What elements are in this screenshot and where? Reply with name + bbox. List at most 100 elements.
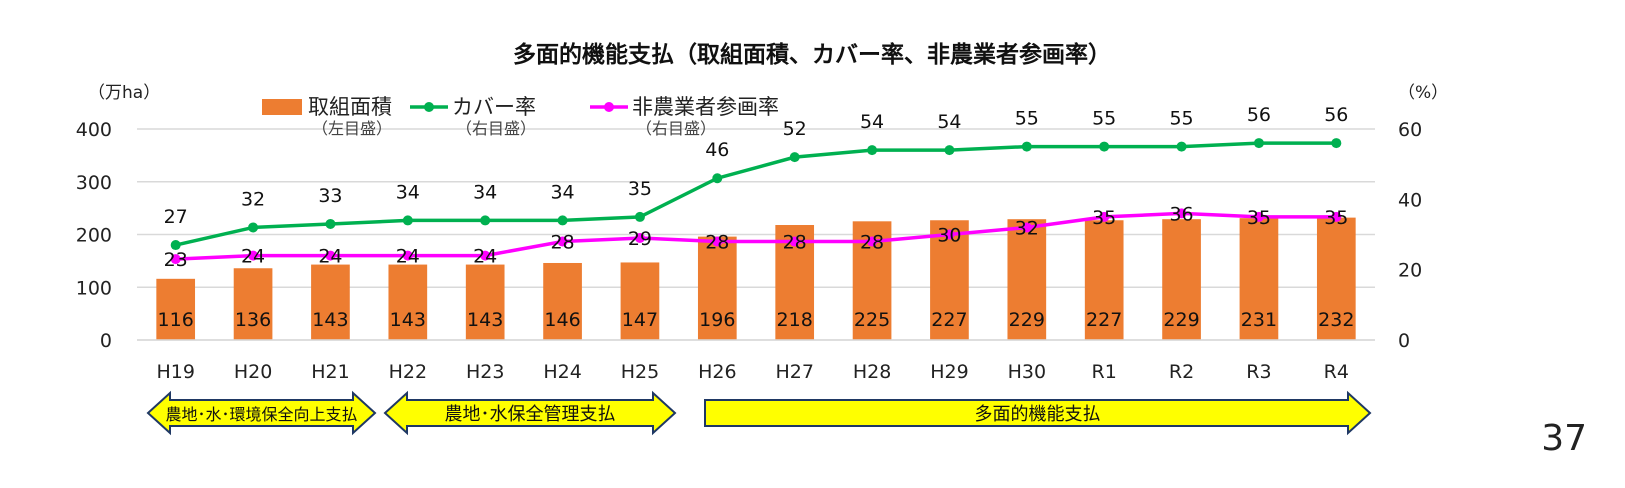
period-label: 農地･水保全管理支払 xyxy=(445,404,616,425)
right-tick-label: 20 xyxy=(1398,260,1422,282)
line-data-label: 24 xyxy=(396,246,420,268)
x-tick-label: R4 xyxy=(1324,361,1349,383)
line-data-label: 28 xyxy=(860,232,884,254)
bar xyxy=(388,264,428,340)
bar xyxy=(1162,219,1201,340)
data-point xyxy=(944,145,955,156)
data-point xyxy=(325,218,336,229)
line-data-label: 34 xyxy=(396,181,420,203)
bar-data-label: 146 xyxy=(544,309,580,331)
line-data-label: 55 xyxy=(1169,108,1193,130)
bar xyxy=(311,264,350,340)
data-point xyxy=(789,236,800,247)
line-data-label: 36 xyxy=(1169,203,1193,225)
data-point xyxy=(712,236,723,247)
bar xyxy=(1239,218,1279,340)
x-tick-label: R2 xyxy=(1169,361,1194,383)
bar xyxy=(1316,217,1356,340)
data-point xyxy=(480,250,491,261)
line-data-label: 55 xyxy=(1092,108,1116,130)
line-data-label: 34 xyxy=(473,181,497,203)
legend-swatch xyxy=(262,99,302,115)
legend-marker xyxy=(424,102,434,112)
x-tick-label: H24 xyxy=(543,361,581,383)
left-tick-label: 300 xyxy=(76,172,112,194)
x-tick-label: H26 xyxy=(698,361,736,383)
bar xyxy=(156,278,196,340)
data-point xyxy=(1331,211,1342,222)
period-arrow xyxy=(146,390,377,436)
line-data-label: 35 xyxy=(1092,207,1116,229)
right-tick-label: 60 xyxy=(1398,119,1422,141)
data-point xyxy=(170,240,181,251)
data-point xyxy=(1099,141,1110,152)
data-point xyxy=(1021,222,1032,233)
right-axis-unit: （%） xyxy=(1398,83,1448,103)
bar-data-label: 231 xyxy=(1241,309,1277,331)
x-tick-label: H28 xyxy=(853,361,891,383)
line-data-label: 28 xyxy=(783,232,807,254)
data-point xyxy=(1176,141,1187,152)
data-point xyxy=(248,222,259,233)
line-data-label: 35 xyxy=(1247,207,1271,229)
bar xyxy=(543,262,582,340)
data-point xyxy=(402,215,413,226)
data-point xyxy=(1253,138,1264,149)
x-tick-label: H25 xyxy=(621,361,659,383)
left-axis-unit: （万ha） xyxy=(88,83,160,103)
data-point xyxy=(944,229,955,240)
x-tick-label: H30 xyxy=(1008,361,1046,383)
left-tick-label: 0 xyxy=(100,330,112,352)
line-data-label: 52 xyxy=(783,118,807,140)
data-point xyxy=(557,236,568,247)
bar-data-label: 229 xyxy=(1009,309,1045,331)
bar xyxy=(697,236,737,340)
bar-data-label: 225 xyxy=(854,309,890,331)
data-point xyxy=(634,233,645,244)
series-line-1 xyxy=(175,141,1337,247)
bar xyxy=(1084,220,1124,340)
left-tick-label: 200 xyxy=(76,225,112,247)
bar-data-label: 218 xyxy=(777,309,813,331)
line-data-label: 24 xyxy=(241,246,265,268)
period-label: 農地･水･環境保全向上支払 xyxy=(165,405,357,424)
data-point xyxy=(248,250,259,261)
bar-data-label: 147 xyxy=(622,309,658,331)
x-tick-label: H19 xyxy=(156,361,194,383)
bar xyxy=(233,268,273,340)
legend-label: 取組面積 xyxy=(308,95,392,119)
bar-data-label: 143 xyxy=(312,309,348,331)
data-point xyxy=(402,250,413,261)
line-data-label: 35 xyxy=(628,178,652,200)
data-point xyxy=(325,250,336,261)
left-tick-label: 100 xyxy=(76,277,112,299)
series-line-2 xyxy=(175,211,1337,261)
legend-marker xyxy=(604,102,614,112)
line-data-label: 28 xyxy=(550,232,574,254)
bar xyxy=(930,220,969,340)
bar xyxy=(1007,219,1047,340)
x-tick-label: H27 xyxy=(775,361,813,383)
legend-label: カバー率 xyxy=(452,95,536,119)
x-tick-label: H21 xyxy=(311,361,349,383)
data-point xyxy=(1253,211,1264,222)
page-number: 37 xyxy=(1541,418,1587,459)
data-point xyxy=(1021,141,1032,152)
line-data-label: 27 xyxy=(164,206,188,228)
bar-data-label: 232 xyxy=(1318,309,1354,331)
bar-data-label: 136 xyxy=(235,309,271,331)
x-tick-label: H29 xyxy=(930,361,968,383)
data-point xyxy=(1331,138,1342,149)
line-data-label: 34 xyxy=(550,181,574,203)
x-tick-label: H22 xyxy=(389,361,427,383)
period-arrow xyxy=(704,390,1372,436)
x-tick-label: H20 xyxy=(234,361,272,383)
bar-data-label: 227 xyxy=(931,309,967,331)
x-tick-label: R3 xyxy=(1246,361,1271,383)
x-tick-label: H23 xyxy=(466,361,504,383)
line-data-label: 55 xyxy=(1015,108,1039,130)
line-data-label: 24 xyxy=(318,246,342,268)
line-data-label: 54 xyxy=(937,111,961,133)
data-point xyxy=(634,211,645,222)
